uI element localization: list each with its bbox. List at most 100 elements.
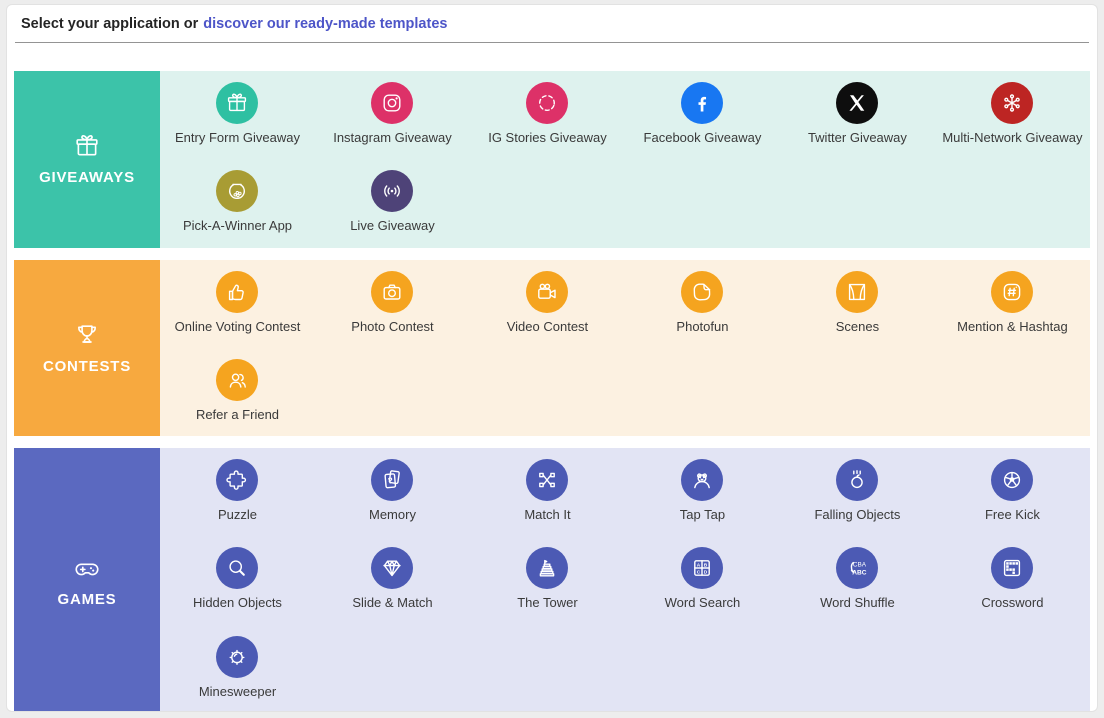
app-item-pick-a-winner-app[interactable]: Pick-A-Winner App <box>160 159 315 247</box>
games-side-block: GAMES <box>14 448 160 711</box>
app-selector-panel: Select your application or discover our r… <box>6 4 1098 712</box>
trophy-icon <box>73 321 101 349</box>
match-it-icon <box>526 459 569 502</box>
svg-text:CBA: CBA <box>853 562 867 569</box>
app-item-label: Mention & Hashtag <box>957 318 1068 334</box>
app-item-slide-match[interactable]: Slide & Match <box>315 536 470 624</box>
giveaways-apps: Entry Form Giveaway Instagram Giveaway IG … <box>160 71 1090 248</box>
svg-text:ABC: ABC <box>853 570 868 577</box>
app-item-multi-network-giveaway[interactable]: Multi-Network Giveaway <box>935 71 1090 159</box>
scenes-icon <box>836 270 879 313</box>
app-item-label: Live Giveaway <box>350 218 435 234</box>
app-item-ig-stories-giveaway[interactable]: IG Stories Giveaway <box>470 71 625 159</box>
app-item-label: Video Contest <box>506 318 589 334</box>
tower-icon <box>526 547 569 590</box>
app-item-online-voting-contest[interactable]: Online Voting Contest <box>160 260 315 348</box>
app-item-refer-a-friend[interactable]: Refer a Friend <box>160 348 315 436</box>
app-item-label: Word Shuffle <box>820 595 895 611</box>
app-item-label: Online Voting Contest <box>174 318 301 334</box>
word-shuffle-icon: CBA ABC <box>836 547 879 590</box>
app-item-label: Match It <box>524 507 571 523</box>
magnifier-icon <box>216 547 259 590</box>
video-camera-icon <box>526 270 569 313</box>
app-item-tap-tap[interactable]: Tap Tap <box>625 448 780 536</box>
fishbowl-icon <box>216 170 259 213</box>
section-giveaways: GIVEAWAYS Entry Form Giveaway Instagram G… <box>14 71 1090 248</box>
svg-text:B: B <box>704 563 708 569</box>
app-item-twitter-giveaway[interactable]: Twitter Giveaway <box>780 71 935 159</box>
app-item-memory[interactable]: ? Memory <box>315 448 470 536</box>
app-item-label: Photofun <box>676 318 729 334</box>
svg-text:D: D <box>704 570 708 576</box>
app-item-label: Twitter Giveaway <box>807 130 907 145</box>
mine-icon <box>216 635 259 678</box>
app-item-label: Refer a Friend <box>195 406 280 422</box>
instagram-icon <box>371 82 414 124</box>
svg-text:?: ? <box>388 475 394 485</box>
puzzle-icon <box>216 459 259 502</box>
section-games: GAMES Puzzle? Memory Match It Tap Tap Fallin… <box>14 448 1090 711</box>
app-item-label: IG Stories Giveaway <box>488 130 607 145</box>
app-item-photo-contest[interactable]: Photo Contest <box>315 260 470 348</box>
app-item-photofun[interactable]: Photofun <box>625 260 780 348</box>
templates-link[interactable]: discover our ready-made templates <box>203 16 448 32</box>
gem-icon <box>371 547 414 590</box>
multi-network-icon <box>991 82 1034 124</box>
app-item-label: Free Kick <box>984 507 1040 523</box>
camera-icon <box>371 270 414 313</box>
app-item-entry-form-giveaway[interactable]: Entry Form Giveaway <box>160 71 315 159</box>
app-item-label: Puzzle <box>217 507 257 523</box>
x-logo-icon <box>836 82 879 124</box>
app-item-hidden-objects[interactable]: Hidden Objects <box>160 536 315 624</box>
app-item-label: Scenes <box>835 318 880 334</box>
app-item-word-search[interactable]: A B C D Word Search <box>625 536 780 624</box>
app-item-instagram-giveaway[interactable]: Instagram Giveaway <box>315 71 470 159</box>
app-item-label: Tap Tap <box>679 507 726 523</box>
app-item-minesweeper[interactable]: Minesweeper <box>160 625 315 711</box>
thumbs-up-icon <box>216 270 259 313</box>
refer-friend-icon <box>216 358 259 401</box>
ig-stories-icon <box>526 82 569 124</box>
app-item-label: Pick-A-Winner App <box>182 218 293 234</box>
hashtag-icon <box>991 270 1034 313</box>
falling-objects-icon <box>836 459 879 502</box>
gamepad-icon <box>73 554 101 582</box>
app-item-label: Multi-Network Giveaway <box>942 130 1083 145</box>
app-item-label: The Tower <box>517 595 578 611</box>
section-label: GIVEAWAYS <box>39 169 135 187</box>
app-item-mention-hashtag[interactable]: Mention & Hashtag <box>935 260 1090 348</box>
header-divider <box>15 42 1089 43</box>
svg-text:C: C <box>697 570 701 576</box>
app-item-falling-objects[interactable]: Falling Objects <box>780 448 935 536</box>
sticker-icon <box>681 270 724 313</box>
app-item-match-it[interactable]: Match It <box>470 448 625 536</box>
app-item-label: Hidden Objects <box>193 595 282 611</box>
svg-text:A: A <box>697 563 701 569</box>
app-item-facebook-giveaway[interactable]: Facebook Giveaway <box>625 71 780 159</box>
sections-list: GIVEAWAYS Entry Form Giveaway Instagram G… <box>7 43 1097 711</box>
memory-cards-icon: ? <box>371 459 414 502</box>
crossword-icon <box>991 547 1034 590</box>
app-item-label: Word Search <box>664 595 741 611</box>
facebook-icon <box>681 82 724 124</box>
app-item-word-shuffle[interactable]: CBA ABC Word Shuffle <box>780 536 935 624</box>
app-item-live-giveaway[interactable]: Live Giveaway <box>315 159 470 247</box>
app-item-label: Entry Form Giveaway <box>175 130 300 145</box>
app-item-label: Crossword <box>981 595 1044 611</box>
app-item-scenes[interactable]: Scenes <box>780 260 935 348</box>
app-item-the-tower[interactable]: The Tower <box>470 536 625 624</box>
contests-apps: Online Voting Contest Photo Contest Video … <box>160 259 1090 437</box>
app-item-puzzle[interactable]: Puzzle <box>160 448 315 536</box>
broadcast-icon <box>371 170 414 213</box>
app-item-label: Slide & Match <box>352 595 433 611</box>
app-item-label: Instagram Giveaway <box>333 130 452 145</box>
app-item-video-contest[interactable]: Video Contest <box>470 260 625 348</box>
giveaways-side-block: GIVEAWAYS <box>14 71 160 248</box>
app-item-crossword[interactable]: Crossword <box>935 536 1090 624</box>
section-contests: CONTESTS Online Voting Contest Photo Cont… <box>14 259 1090 437</box>
contests-side-block: CONTESTS <box>14 259 160 437</box>
app-item-label: Memory <box>369 507 416 523</box>
section-label: CONTESTS <box>42 357 132 375</box>
app-item-free-kick[interactable]: Free Kick <box>935 448 1090 536</box>
